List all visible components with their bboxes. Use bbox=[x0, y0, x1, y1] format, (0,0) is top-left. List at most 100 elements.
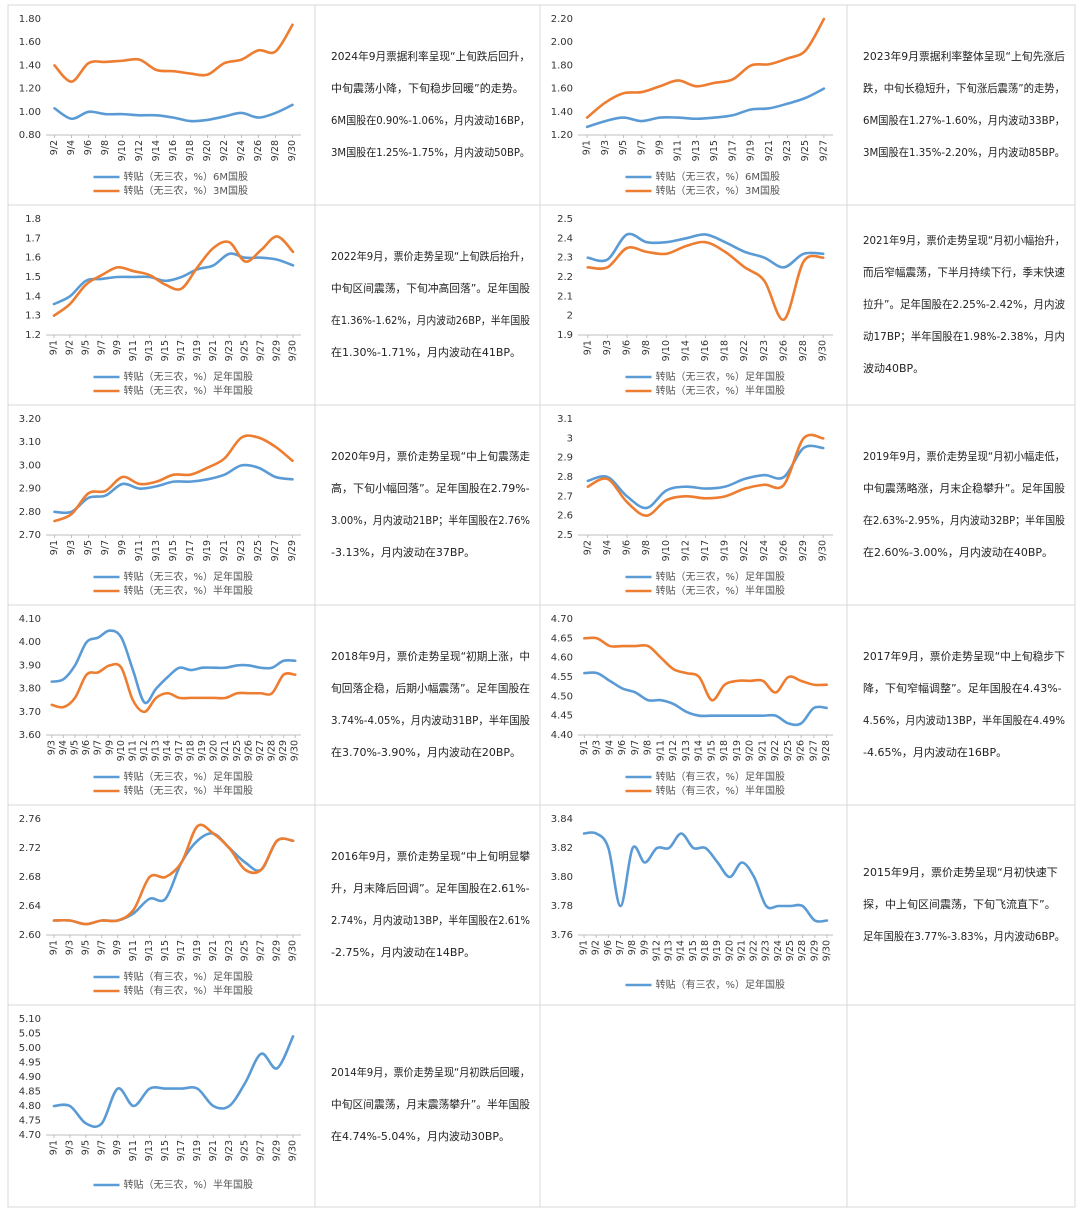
x-tick-label: 9/30 bbox=[290, 740, 301, 761]
y-tick-label: 4.70 bbox=[551, 614, 573, 625]
y-tick-label: 1.20 bbox=[551, 130, 573, 141]
note-line: 2016年9月，票价走势呈现“中上旬明显攀 bbox=[331, 849, 530, 863]
y-tick-label: 2.00 bbox=[551, 37, 573, 48]
x-tick-label: 9/7 bbox=[630, 740, 641, 755]
x-tick-label: 9/12 bbox=[651, 940, 662, 961]
x-tick-label: 9/11 bbox=[134, 540, 145, 561]
x-tick-label: 9/22 bbox=[749, 940, 760, 961]
y-tick-label: 1.00 bbox=[19, 107, 41, 118]
x-tick-label: 9/25 bbox=[240, 340, 251, 361]
y-tick-label: 0.80 bbox=[19, 130, 41, 141]
table-cell bbox=[846, 604, 1076, 806]
x-tick-label: 9/13 bbox=[151, 740, 162, 761]
x-tick-label: 9/4 bbox=[66, 140, 77, 155]
table-cell bbox=[846, 4, 1076, 206]
x-tick-label: 9/18 bbox=[185, 740, 196, 761]
x-tick-label: 9/12 bbox=[139, 740, 150, 761]
series-line bbox=[53, 463, 294, 515]
y-tick-label: 1.80 bbox=[551, 60, 573, 71]
x-tick-label: 9/17 bbox=[185, 540, 196, 561]
x-tick-label: 9/19 bbox=[746, 140, 757, 161]
note-line: 2022年9月，票价走势呈现“上旬跌后抬升， bbox=[331, 249, 530, 263]
y-tick-label: 3.76 bbox=[551, 930, 573, 941]
table-cell bbox=[846, 404, 1076, 606]
y-tick-label: 2.6 bbox=[557, 511, 573, 522]
x-tick-label: 9/14 bbox=[680, 340, 691, 361]
x-tick-label: 9/26 bbox=[253, 140, 264, 161]
x-tick-label: 9/11 bbox=[673, 140, 684, 161]
x-tick-label: 9/3 bbox=[600, 140, 611, 155]
x-tick-label: 9/17 bbox=[176, 340, 187, 361]
note-line: 跌，中旬长稳短升，下旬涨后震荡”的走势， bbox=[863, 81, 1065, 95]
x-tick-label: 9/14 bbox=[162, 740, 173, 761]
x-tick-label: 9/30 bbox=[287, 140, 298, 161]
x-tick-label: 9/6 bbox=[83, 140, 94, 155]
y-tick-label: 1.80 bbox=[19, 14, 41, 25]
x-tick-label: 9/28 bbox=[821, 740, 832, 761]
x-tick-label: 9/30 bbox=[288, 940, 299, 961]
x-tick-label: 9/7 bbox=[96, 340, 107, 355]
y-tick-label: 2.64 bbox=[19, 901, 41, 912]
x-tick-label: 9/26 bbox=[796, 740, 807, 761]
x-tick-label: 9/21 bbox=[208, 1140, 219, 1161]
x-tick-label: 9/23 bbox=[761, 940, 772, 961]
note-line: 降，下旬窄幅调整”。足年国股在4.43%- bbox=[863, 681, 1062, 695]
x-tick-label: 9/16 bbox=[700, 340, 711, 361]
note-line: -2.75%，月内波动在14BP。 bbox=[331, 945, 475, 959]
series-line bbox=[53, 103, 294, 123]
note-line: 2024年9月票据利率呈现“上旬跌后回升， bbox=[331, 49, 530, 63]
x-tick-label: 9/1 bbox=[48, 1140, 59, 1155]
x-tick-label: 9/17 bbox=[727, 140, 738, 161]
series-line bbox=[50, 662, 297, 714]
x-tick-label: 9/5 bbox=[83, 540, 94, 555]
note-line: 中旬区间震荡，下旬冲高回落”。足年国股 bbox=[331, 281, 530, 295]
x-tick-label: 9/1 bbox=[582, 340, 593, 355]
y-tick-label: 2.7 bbox=[557, 491, 573, 502]
y-tick-label: 2 bbox=[567, 311, 573, 322]
y-tick-label: 1.4 bbox=[25, 291, 41, 302]
y-tick-label: 4.50 bbox=[551, 691, 573, 702]
x-tick-label: 9/26 bbox=[243, 740, 254, 761]
series-line bbox=[586, 232, 825, 269]
x-tick-label: 9/28 bbox=[267, 740, 278, 761]
x-tick-label: 9/27 bbox=[270, 540, 281, 561]
legend-label: 转贴（无三农，%）半年国股 bbox=[656, 584, 786, 597]
x-tick-label: 9/21 bbox=[208, 940, 219, 961]
y-tick-label: 2.2 bbox=[557, 272, 573, 283]
x-tick-label: 9/7 bbox=[96, 1140, 107, 1155]
x-tick-label: 9/19 bbox=[192, 340, 203, 361]
y-tick-label: 3.84 bbox=[551, 814, 573, 825]
x-tick-label: 9/25 bbox=[240, 1140, 251, 1161]
legend-label: 转贴（无三农，%）半年国股 bbox=[124, 384, 254, 397]
x-tick-label: 9/6 bbox=[603, 940, 614, 955]
y-tick-label: 2.68 bbox=[19, 872, 41, 883]
y-tick-label: 1.60 bbox=[551, 84, 573, 95]
x-tick-label: 9/15 bbox=[688, 940, 699, 961]
x-tick-label: 9/18 bbox=[720, 340, 731, 361]
x-tick-label: 9/22 bbox=[770, 740, 781, 761]
x-tick-label: 9/21 bbox=[220, 740, 231, 761]
x-tick-label: 9/9 bbox=[112, 340, 123, 355]
note-line: 中旬震荡小降，下旬稳步回暖”的走势。 bbox=[331, 81, 524, 95]
table-cell bbox=[846, 1004, 1076, 1208]
x-tick-label: 9/13 bbox=[691, 140, 702, 161]
x-tick-label: 9/9 bbox=[112, 1140, 123, 1155]
x-tick-label: 9/27 bbox=[818, 140, 829, 161]
x-tick-label: 9/22 bbox=[739, 340, 750, 361]
note-line: 中旬区间震荡，月末震荡攀升”。半年国股 bbox=[331, 1097, 530, 1111]
y-tick-label: 3.82 bbox=[551, 843, 573, 854]
x-tick-label: 9/9 bbox=[639, 940, 650, 955]
series-line bbox=[585, 87, 826, 129]
x-tick-label: 9/21 bbox=[219, 540, 230, 561]
x-tick-label: 9/3 bbox=[602, 340, 613, 355]
x-tick-label: 9/3 bbox=[46, 740, 57, 755]
x-tick-label: 9/3 bbox=[66, 540, 77, 555]
x-tick-label: 9/8 bbox=[100, 140, 111, 155]
y-tick-label: 1.2 bbox=[25, 330, 41, 341]
x-tick-label: 9/3 bbox=[64, 1140, 75, 1155]
legend-label: 转贴（无三农，%）半年国股 bbox=[124, 584, 254, 597]
legend-label: 转贴（无三农，%）6M国股 bbox=[656, 170, 781, 183]
series-line bbox=[582, 831, 829, 923]
y-tick-label: 2.8 bbox=[557, 472, 573, 483]
x-tick-label: 9/24 bbox=[759, 540, 770, 561]
